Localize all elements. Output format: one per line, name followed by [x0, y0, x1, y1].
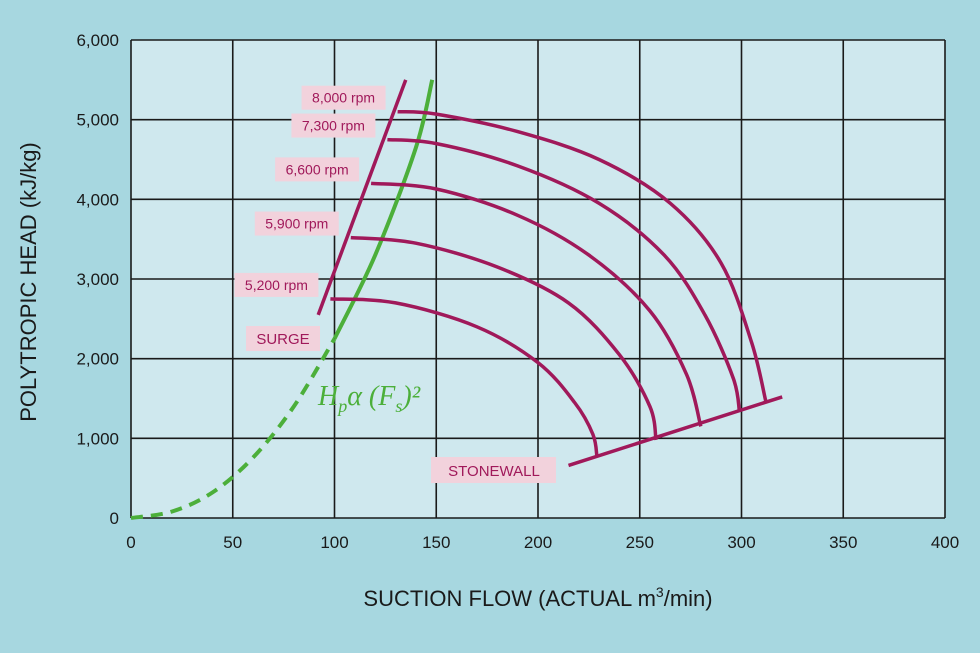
law-formula-close: )² — [400, 381, 420, 412]
x-tick-label: 50 — [223, 533, 242, 552]
stonewall-label-box — [431, 457, 556, 483]
y-tick-label: 6,000 — [76, 31, 119, 50]
law-formula-s: s — [395, 396, 402, 416]
surge-line — [316, 79, 408, 316]
y-tick-label: 4,000 — [76, 190, 119, 209]
x-tick-label: 200 — [524, 533, 552, 552]
y-tick-label: 5,000 — [76, 111, 119, 130]
x-axis-title-tail: /min) — [664, 586, 713, 611]
curve-labels: 8,000 rpm 7,300 rpm 6,600 rpm 5,900 rpm 5,20… — [234, 85, 386, 297]
stonewall-label: STONEWALL — [448, 463, 540, 480]
y-tick-label: 2,000 — [76, 350, 119, 369]
rpm-label: 5,200 rpm — [245, 277, 308, 293]
rpm-label-box — [254, 211, 339, 236]
x-tick-label: 100 — [320, 533, 348, 552]
y-tick-label: 3,000 — [76, 270, 119, 289]
rpm-curve — [397, 109, 768, 403]
surge-label-box — [246, 326, 320, 351]
rpm-label: 7,300 rpm — [302, 118, 365, 134]
law-formula-p: p — [336, 396, 347, 416]
rpm-curve — [350, 235, 658, 441]
x-axis-title-main: SUCTION FLOW (ACTUAL m — [363, 586, 656, 611]
rpm-label: 5,900 rpm — [265, 216, 328, 232]
rpm-label-box — [234, 272, 319, 297]
y-tick-label: 0 — [110, 509, 119, 528]
surge-label: SURGE — [256, 331, 309, 348]
x-tick-label: 400 — [931, 533, 959, 552]
rpm-label-box — [301, 85, 386, 110]
y-tick-label: 1,000 — [76, 429, 119, 448]
rpm-label: 8,000 rpm — [312, 90, 375, 106]
rpm-curve — [387, 137, 742, 413]
stonewall-line — [567, 395, 783, 468]
x-axis-title: SUCTION FLOW (ACTUAL m3/min) — [363, 584, 712, 611]
law-formula: Hpα (Fs)² — [317, 381, 421, 416]
tick-labels: 0 50 100 150 200 250 300 350 400 0 1,000 2,000 3,000… — [76, 31, 959, 552]
x-axis-title-superscript: 3 — [656, 584, 664, 600]
law-formula-alpha: α (F — [347, 381, 396, 412]
rpm-label-box — [275, 157, 360, 182]
rpm-label: 6,600 rpm — [286, 161, 349, 177]
x-tick-label: 0 — [126, 533, 135, 552]
rpm-curve — [370, 181, 703, 427]
x-tick-label: 300 — [727, 533, 755, 552]
x-tick-label: 350 — [829, 533, 857, 552]
rpm-curve — [330, 297, 599, 458]
x-tick-label: 250 — [626, 533, 654, 552]
rpm-curves — [130, 79, 783, 520]
law-formula-h: H — [317, 381, 340, 412]
y-axis-title: POLYTROPIC HEAD (kJ/kg) — [16, 142, 41, 422]
x-tick-label: 150 — [422, 533, 450, 552]
rpm-label-box — [291, 113, 376, 138]
